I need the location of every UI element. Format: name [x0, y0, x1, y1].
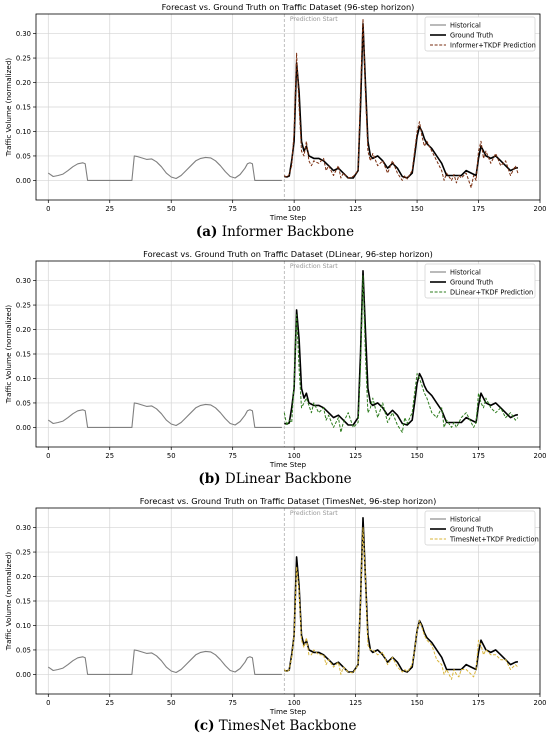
y-tick-label: 0.05	[16, 646, 31, 654]
x-tick-label: 150	[411, 205, 424, 213]
caption-informer: (a) Informer Backbone	[0, 224, 550, 240]
legend-label: DLinear+TKDF Prediction	[450, 288, 533, 296]
legend-label: Historical	[450, 268, 481, 276]
x-tick-label: 200	[534, 699, 547, 707]
chart-panel-dlinear: 0 25 50 75 100 125 150 175 200 0.00 0.05 0.10 0.15 0.…	[0, 247, 550, 494]
y-axis-label: Traffic Volume (normalized)	[4, 305, 13, 405]
y-tick-label: 0.20	[16, 573, 31, 581]
x-tick-label: 125	[349, 205, 362, 213]
chart-title: Forecast vs. Ground Truth on Traffic Dat…	[140, 496, 437, 506]
legend-label: Ground Truth	[450, 278, 493, 286]
legend-label: Informer+TKDF Prediction	[450, 41, 536, 49]
series-line-prediction	[283, 527, 519, 680]
prediction-start-label: Prediction Start	[290, 263, 338, 270]
x-tick-label: 175	[472, 452, 485, 460]
x-tick-label: 50	[167, 205, 176, 213]
x-tick-label: 150	[411, 452, 424, 460]
x-tick-label: 150	[411, 699, 424, 707]
y-axis-label: Traffic Volume (normalized)	[4, 58, 13, 158]
y-axis-label: Traffic Volume (normalized)	[4, 552, 13, 652]
x-tick-label: 100	[288, 452, 301, 460]
caption-text: DLinear Backbone	[224, 471, 352, 487]
caption-timesnet: (c) TimesNet Backbone	[0, 718, 550, 734]
x-tick-label: 200	[534, 452, 547, 460]
x-tick-label: 50	[167, 452, 176, 460]
legend-label: Ground Truth	[450, 31, 493, 39]
legend-label: TimesNet+TKDF Prediction	[449, 535, 539, 543]
chart-title: Forecast vs. Ground Truth on Traffic Dat…	[143, 249, 433, 259]
series-line-prediction	[283, 18, 519, 189]
x-tick-label: 25	[105, 205, 114, 213]
x-tick-label: 0	[46, 452, 50, 460]
legend-box	[424, 16, 536, 52]
y-tick-label: 0.30	[16, 277, 31, 285]
x-tick-label: 75	[228, 699, 237, 707]
x-axis-label: Time Step	[269, 213, 307, 222]
x-tick-label: 100	[288, 205, 301, 213]
series-line-ground-truth	[284, 22, 519, 179]
x-tick-label: 75	[228, 205, 237, 213]
caption-dlinear: (b) DLinear Backbone	[0, 471, 550, 487]
x-tick-label: 75	[228, 452, 237, 460]
x-tick-label: 125	[349, 699, 362, 707]
plot-frame	[35, 507, 541, 695]
series-line-ground-truth	[284, 269, 519, 426]
x-tick-label: 175	[472, 205, 485, 213]
y-tick-label: 0.05	[16, 399, 31, 407]
chart-panel-informer: 0 25 50 75 100 125 150 175 200 0.00 0.05 0.10 0.15 0.…	[0, 0, 550, 247]
series-line-historical	[47, 402, 282, 428]
series-line-ground-truth	[284, 516, 519, 673]
legend-label: Historical	[450, 21, 481, 29]
plot-frame	[35, 13, 541, 201]
y-tick-label: 0.30	[16, 524, 31, 532]
series-line-historical	[47, 155, 282, 181]
y-tick-label: 0.15	[16, 103, 31, 111]
caption-text: TimesNet Backbone	[218, 718, 357, 734]
y-tick-label: 0.05	[16, 152, 31, 160]
caption-label: (c)	[193, 718, 215, 734]
x-tick-label: 50	[167, 699, 176, 707]
chart-informer: 0 25 50 75 100 125 150 175 200 0.00 0.05 0.10 0.15 0.…	[4, 2, 547, 222]
chart-panel-timesnet: 0 25 50 75 100 125 150 175 200 0.00 0.05 0.10 0.15 0.…	[0, 494, 550, 741]
plot-frame	[35, 260, 541, 448]
x-tick-label: 200	[534, 205, 547, 213]
legend-box	[424, 510, 536, 546]
x-tick-label: 175	[472, 699, 485, 707]
x-axis-label: Time Step	[269, 707, 307, 716]
chart-dlinear: 0 25 50 75 100 125 150 175 200 0.00 0.05 0.10 0.15 0.…	[4, 249, 547, 469]
y-tick-label: 0.00	[16, 424, 31, 432]
y-tick-label: 0.15	[16, 597, 31, 605]
legend-label: Ground Truth	[450, 525, 493, 533]
legend-box	[424, 263, 536, 299]
y-tick-label: 0.25	[16, 301, 31, 309]
y-tick-label: 0.00	[16, 671, 31, 679]
prediction-start-label: Prediction Start	[290, 510, 338, 517]
x-tick-label: 100	[288, 699, 301, 707]
y-tick-label: 0.25	[16, 54, 31, 62]
x-tick-label: 25	[105, 699, 114, 707]
y-tick-label: 0.20	[16, 326, 31, 334]
chart-title: Forecast vs. Ground Truth on Traffic Dat…	[162, 2, 415, 12]
y-tick-label: 0.20	[16, 79, 31, 87]
caption-label: (a)	[195, 224, 218, 240]
y-tick-label: 0.30	[16, 30, 31, 38]
y-tick-label: 0.10	[16, 622, 31, 630]
prediction-start-label: Prediction Start	[290, 16, 338, 23]
caption-label: (b)	[198, 471, 221, 487]
legend-label: Historical	[450, 515, 481, 523]
x-axis-label: Time Step	[269, 460, 307, 469]
series-line-historical	[47, 649, 282, 675]
x-tick-label: 0	[46, 699, 50, 707]
x-tick-label: 0	[46, 205, 50, 213]
y-tick-label: 0.15	[16, 350, 31, 358]
y-tick-label: 0.00	[16, 177, 31, 185]
series-line-prediction	[283, 275, 519, 433]
x-tick-label: 125	[349, 452, 362, 460]
y-tick-label: 0.25	[16, 548, 31, 556]
y-tick-label: 0.10	[16, 375, 31, 383]
caption-text: Informer Backbone	[221, 224, 355, 240]
y-tick-label: 0.10	[16, 128, 31, 136]
chart-timesnet: 0 25 50 75 100 125 150 175 200 0.00 0.05 0.10 0.15 0.…	[4, 496, 547, 716]
x-tick-label: 25	[105, 452, 114, 460]
